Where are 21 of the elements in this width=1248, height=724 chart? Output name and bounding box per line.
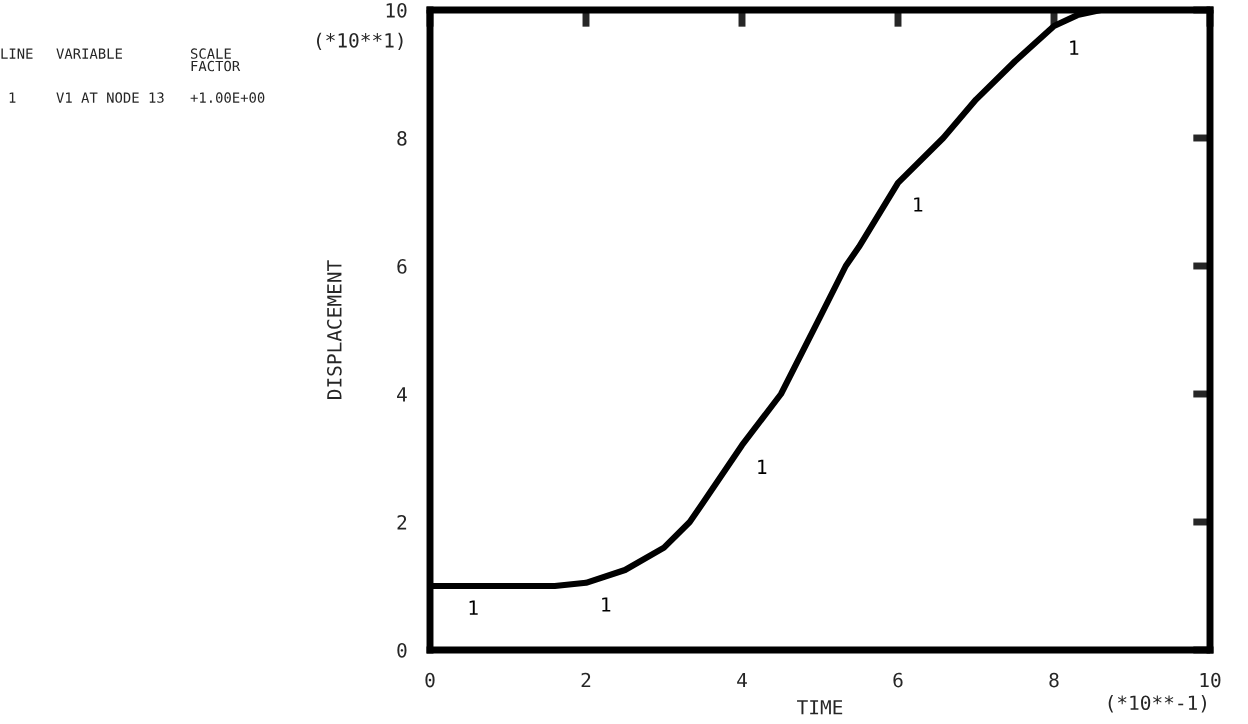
y-tick-label: 4: [397, 387, 407, 402]
text: 1: [914, 197, 923, 212]
annotation: 1: [602, 597, 611, 612]
x-axis-title: TIME: [797, 700, 843, 715]
x-tick-label: 4: [737, 672, 747, 688]
x-tick-label: 10: [1200, 672, 1221, 688]
y-tick-label: 2: [397, 515, 407, 530]
text: 1: [758, 459, 767, 474]
x-tick-label: 8: [1049, 672, 1059, 688]
x-tick-label: 2: [581, 672, 591, 688]
text: (*10**1): [316, 32, 403, 50]
y-axis-title: DISPLACEMENT: [327, 260, 342, 399]
text: (*10**-1): [1108, 695, 1206, 713]
y-tick-label: 6: [397, 259, 407, 274]
y-tick-label: 10: [386, 3, 407, 18]
x-tick-label: 6: [893, 672, 903, 688]
text: 1: [1070, 40, 1079, 55]
series-label: 1: [469, 600, 478, 615]
x-tick-label: 0: [425, 672, 435, 688]
y-tick-label: 8: [397, 131, 407, 146]
y-tick-label: 0: [397, 643, 407, 658]
